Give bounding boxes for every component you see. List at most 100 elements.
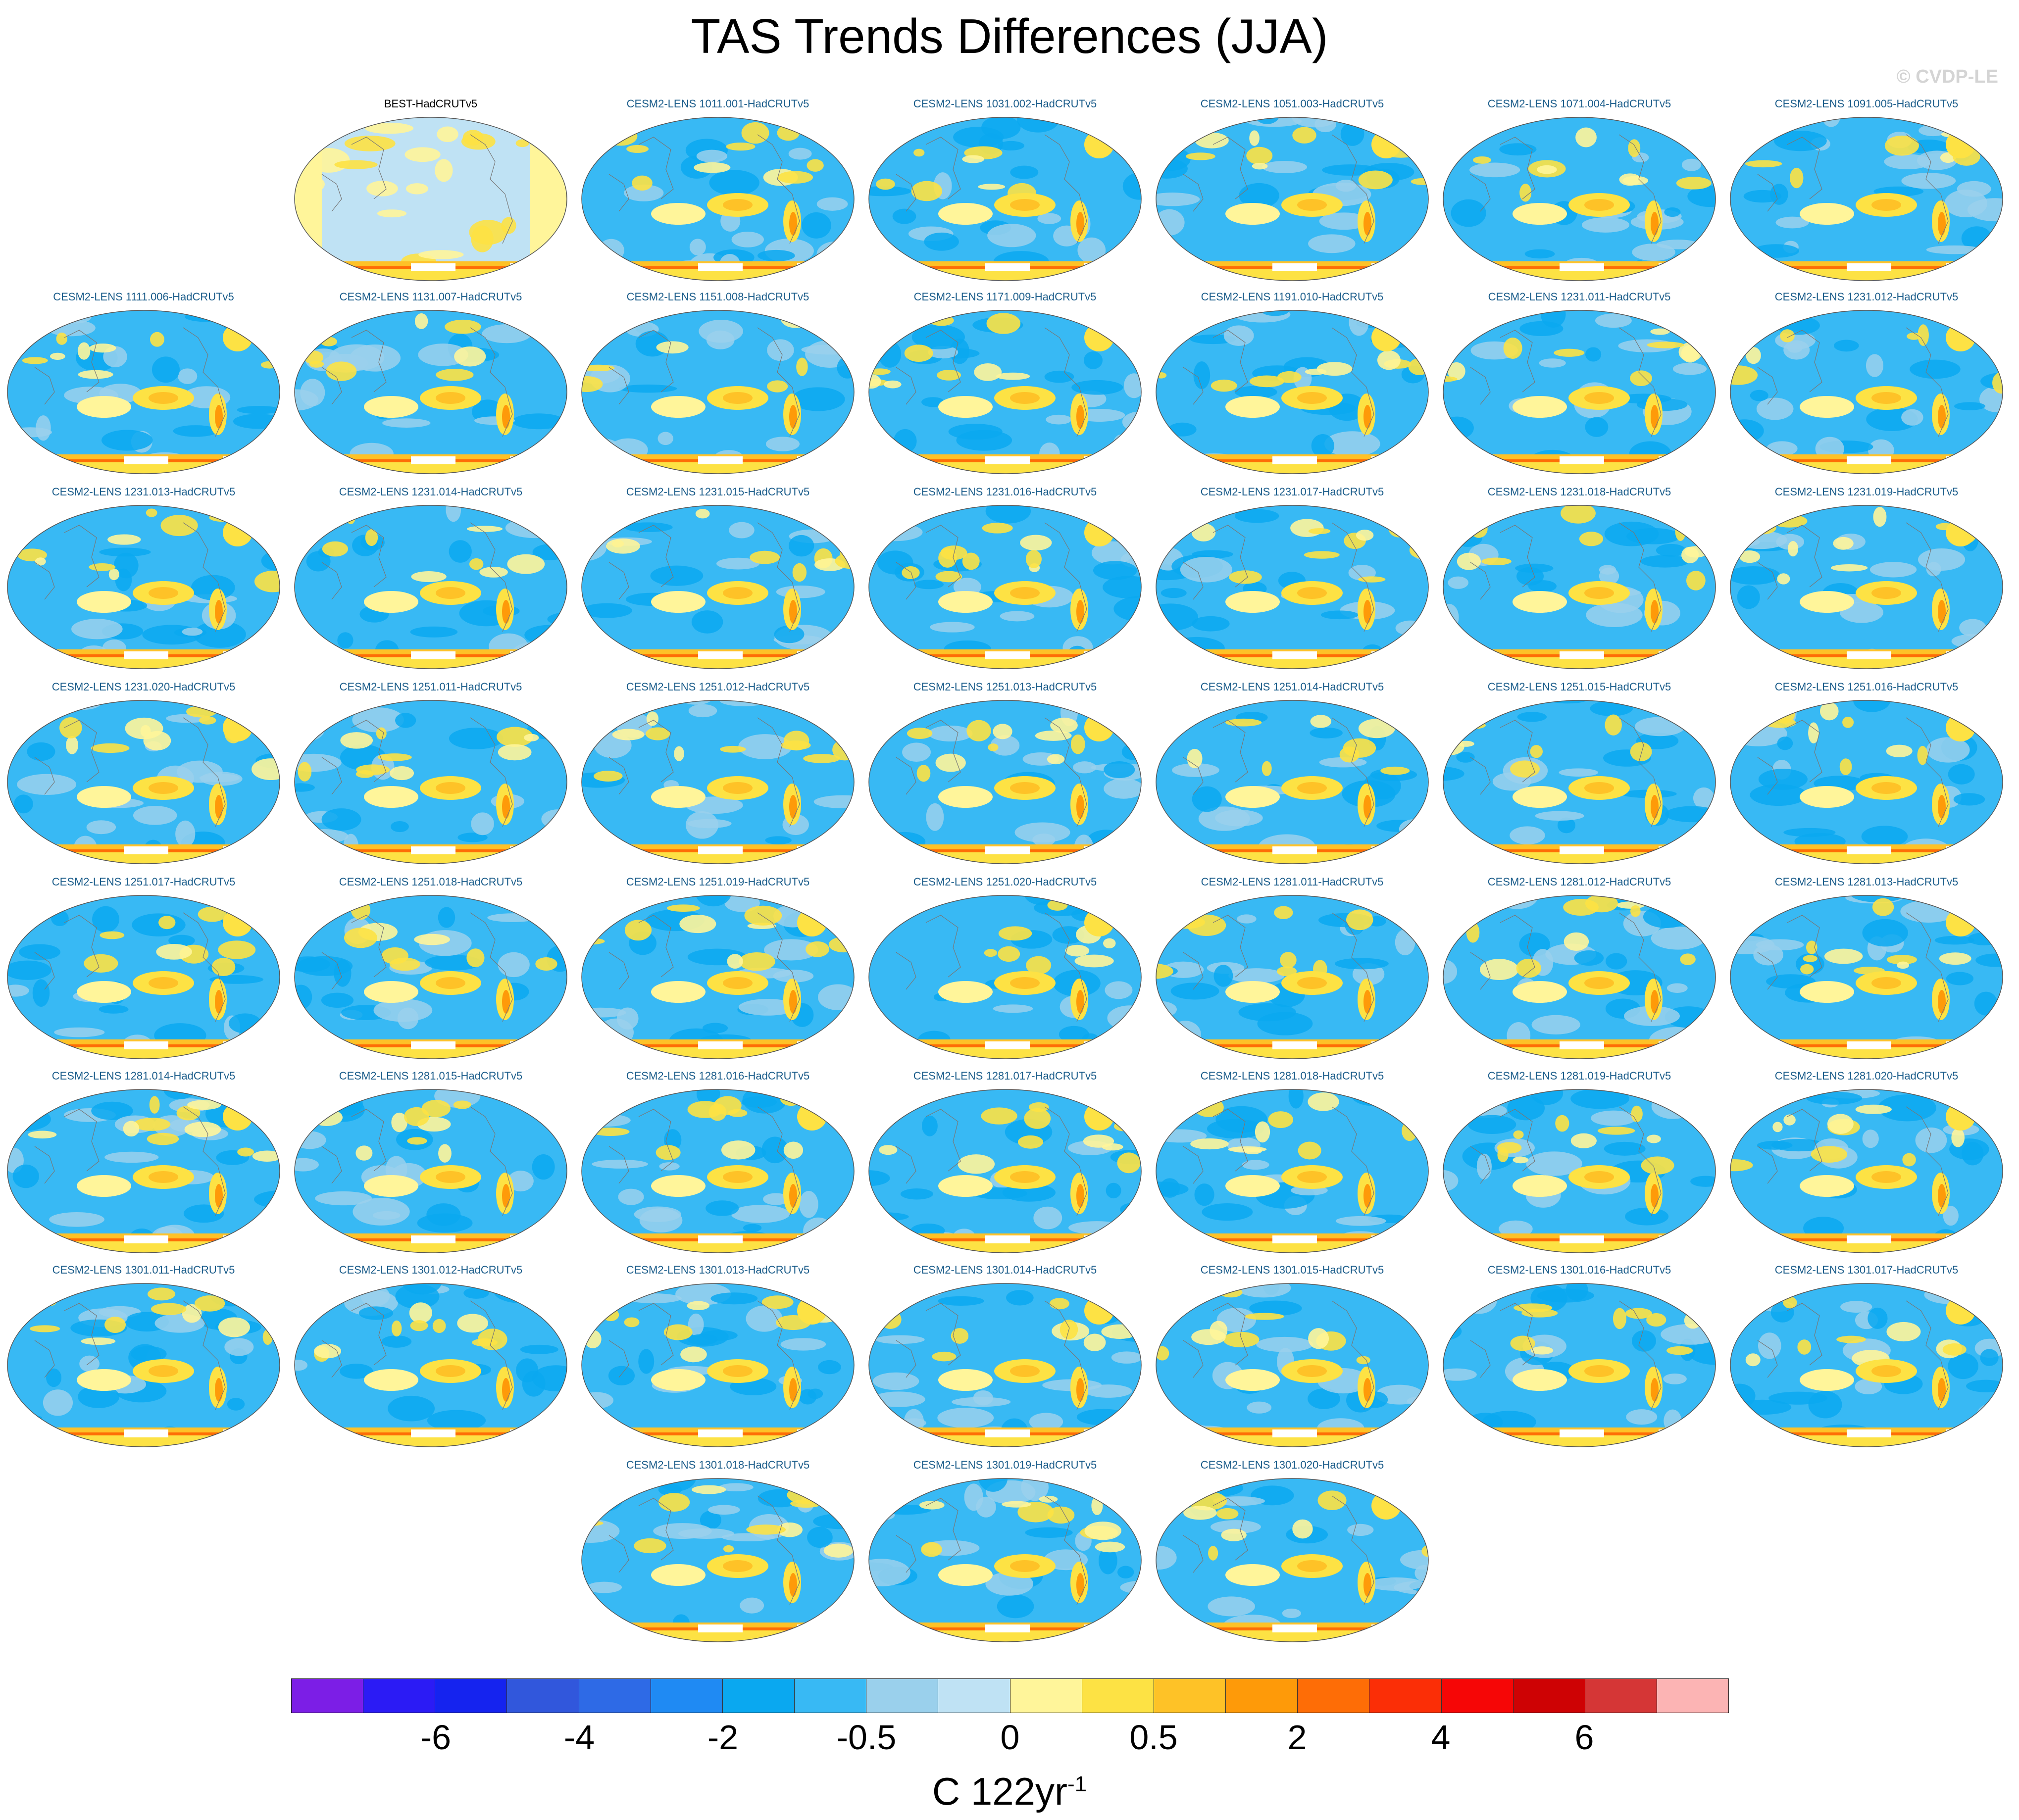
- map-panel: CESM2-LENS 1281.013-HadCRUTv5: [1723, 875, 2010, 1068]
- globe-map: [1730, 700, 2003, 864]
- map-panel-title: CESM2-LENS 1301.013-HadCRUTv5: [626, 1264, 810, 1276]
- map-panel: CESM2-LENS 1051.003-HadCRUTv5: [1149, 97, 1436, 290]
- map-panel: CESM2-LENS 1231.018-HadCRUTv5: [1436, 485, 1723, 678]
- globe-map: [294, 505, 567, 669]
- map-panel-title: CESM2-LENS 1231.015-HadCRUTv5: [626, 486, 810, 498]
- colorbar-tick: -2: [707, 1718, 739, 1757]
- map-panel: CESM2-LENS 1231.014-HadCRUTv5: [287, 485, 574, 678]
- globe-map: [1156, 895, 1429, 1059]
- globe-map: [1730, 1283, 2003, 1447]
- map-panel: CESM2-LENS 1251.020-HadCRUTv5: [861, 875, 1149, 1068]
- map-panel-title: BEST-HadCRUTv5: [384, 98, 478, 110]
- map-panel: CESM2-LENS 1301.015-HadCRUTv5: [1149, 1263, 1436, 1456]
- map-panel-title: CESM2-LENS 1281.020-HadCRUTv5: [1774, 1070, 1959, 1082]
- map-panel-title: CESM2-LENS 1231.017-HadCRUTv5: [1200, 486, 1384, 498]
- map-panel: CESM2-LENS 1231.017-HadCRUTv5: [1149, 485, 1436, 678]
- colorbar-swatch: [363, 1679, 436, 1713]
- globe-map: [7, 505, 280, 669]
- map-panel-title: CESM2-LENS 1071.004-HadCRUTv5: [1487, 98, 1671, 110]
- globe-map: [1443, 117, 1716, 281]
- globe-map: [1730, 505, 2003, 669]
- map-panel: CESM2-LENS 1301.017-HadCRUTv5: [1723, 1263, 2010, 1456]
- globe-map: [294, 895, 567, 1059]
- globe-map: [868, 310, 1142, 474]
- colorbar-swatch: [795, 1679, 867, 1713]
- map-panel-title: CESM2-LENS 1251.015-HadCRUTv5: [1487, 681, 1671, 693]
- map-panel-title: CESM2-LENS 1231.014-HadCRUTv5: [339, 486, 523, 498]
- colorbar-swatch: [1082, 1679, 1154, 1713]
- colorbar-tick: 0.5: [1129, 1718, 1178, 1757]
- map-panel-title: CESM2-LENS 1251.020-HadCRUTv5: [913, 876, 1097, 888]
- colorbar-swatch: [722, 1679, 795, 1713]
- globe-map: [1156, 700, 1429, 864]
- colorbar-swatch: [1010, 1679, 1082, 1713]
- map-panel: CESM2-LENS 1071.004-HadCRUTv5: [1436, 97, 1723, 290]
- colorbar-swatch: [1441, 1679, 1514, 1713]
- globe-map: [581, 1478, 855, 1642]
- colorbar-swatch: [435, 1679, 507, 1713]
- colorbar-swatch: [651, 1679, 723, 1713]
- map-panel-title: CESM2-LENS 1251.016-HadCRUTv5: [1774, 681, 1959, 693]
- map-panel-title: CESM2-LENS 1231.019-HadCRUTv5: [1774, 486, 1959, 498]
- map-panel: CESM2-LENS 1281.012-HadCRUTv5: [1436, 875, 1723, 1068]
- map-panel: CESM2-LENS 1131.007-HadCRUTv5: [287, 290, 574, 483]
- page-title: TAS Trends Differences (JJA): [691, 9, 1328, 63]
- map-panel: CESM2-LENS 1301.020-HadCRUTv5: [1149, 1458, 1436, 1651]
- globe-map: [1443, 895, 1716, 1059]
- map-panel-title: CESM2-LENS 1231.013-HadCRUTv5: [51, 486, 236, 498]
- map-panel: CESM2-LENS 1251.018-HadCRUTv5: [287, 875, 574, 1068]
- globe-map: [581, 1283, 855, 1447]
- colorbar-swatch: [1513, 1679, 1585, 1713]
- map-panel-title: CESM2-LENS 1281.012-HadCRUTv5: [1487, 876, 1671, 888]
- map-panel-title: CESM2-LENS 1251.018-HadCRUTv5: [339, 876, 523, 888]
- map-panel-title: CESM2-LENS 1231.011-HadCRUTv5: [1488, 291, 1671, 303]
- map-panel-title: CESM2-LENS 1251.019-HadCRUTv5: [626, 876, 810, 888]
- map-panel-grid: BEST-HadCRUTv5 CESM2-LENS 1011.001-HadCRU…: [0, 97, 2010, 1651]
- colorbar-tick: 0: [1000, 1718, 1020, 1757]
- globe-map: [1443, 1089, 1716, 1253]
- map-panel-title: CESM2-LENS 1301.016-HadCRUTv5: [1487, 1264, 1671, 1276]
- globe-map: [581, 117, 855, 281]
- map-panel-title: CESM2-LENS 1151.008-HadCRUTv5: [626, 291, 809, 303]
- globe-map: [868, 1478, 1142, 1642]
- map-panel: CESM2-LENS 1091.005-HadCRUTv5: [1723, 97, 2010, 290]
- map-panel-title: CESM2-LENS 1301.017-HadCRUTv5: [1774, 1264, 1959, 1276]
- globe-map: [1156, 1283, 1429, 1447]
- map-panel: CESM2-LENS 1231.011-HadCRUTv5: [1436, 290, 1723, 483]
- colorbar-swatch: [1585, 1679, 1657, 1713]
- colorbar-swatch: [1298, 1679, 1370, 1713]
- map-panel-title: CESM2-LENS 1281.016-HadCRUTv5: [626, 1070, 810, 1082]
- globe-map: [1730, 1089, 2003, 1253]
- map-panel-title: CESM2-LENS 1281.018-HadCRUTv5: [1200, 1070, 1384, 1082]
- globe-map: [1443, 1283, 1716, 1447]
- globe-map: [1730, 310, 2003, 474]
- map-panel: CESM2-LENS 1281.014-HadCRUTv5: [0, 1069, 287, 1262]
- globe-map: [581, 310, 855, 474]
- map-panel: CESM2-LENS 1281.016-HadCRUTv5: [574, 1069, 861, 1262]
- map-panel-title: CESM2-LENS 1301.015-HadCRUTv5: [1200, 1264, 1384, 1276]
- map-panel-title: CESM2-LENS 1251.014-HadCRUTv5: [1200, 681, 1384, 693]
- map-panel-title: CESM2-LENS 1281.013-HadCRUTv5: [1774, 876, 1959, 888]
- map-panel-title: CESM2-LENS 1251.012-HadCRUTv5: [626, 681, 810, 693]
- map-panel-title: CESM2-LENS 1251.013-HadCRUTv5: [913, 681, 1097, 693]
- colorbar-swatch: [507, 1679, 579, 1713]
- colorbar-swatch: [579, 1679, 651, 1713]
- globe-map: [868, 700, 1142, 864]
- map-panel-title: CESM2-LENS 1011.001-HadCRUTv5: [626, 98, 809, 110]
- map-panel: CESM2-LENS 1281.015-HadCRUTv5: [287, 1069, 574, 1262]
- map-panel: CESM2-LENS 1301.014-HadCRUTv5: [861, 1263, 1149, 1456]
- globe-map: [1156, 505, 1429, 669]
- globe-map: [1156, 117, 1429, 281]
- globe-map: [7, 1089, 280, 1253]
- map-panel: CESM2-LENS 1281.017-HadCRUTv5: [861, 1069, 1149, 1262]
- watermark: © CVDP-LE: [1896, 66, 1998, 87]
- map-panel-title: CESM2-LENS 1231.012-HadCRUTv5: [1774, 291, 1959, 303]
- map-panel: CESM2-LENS 1031.002-HadCRUTv5: [861, 97, 1149, 290]
- map-panel: CESM2-LENS 1281.011-HadCRUTv5: [1149, 875, 1436, 1068]
- colorbar-swatch: [292, 1679, 364, 1713]
- map-panel: CESM2-LENS 1301.011-HadCRUTv5: [0, 1263, 287, 1456]
- globe-map: [1443, 310, 1716, 474]
- map-panel: CESM2-LENS 1301.012-HadCRUTv5: [287, 1263, 574, 1456]
- colorbar-tick: -4: [563, 1718, 595, 1757]
- map-panel-title: CESM2-LENS 1251.011-HadCRUTv5: [339, 681, 522, 693]
